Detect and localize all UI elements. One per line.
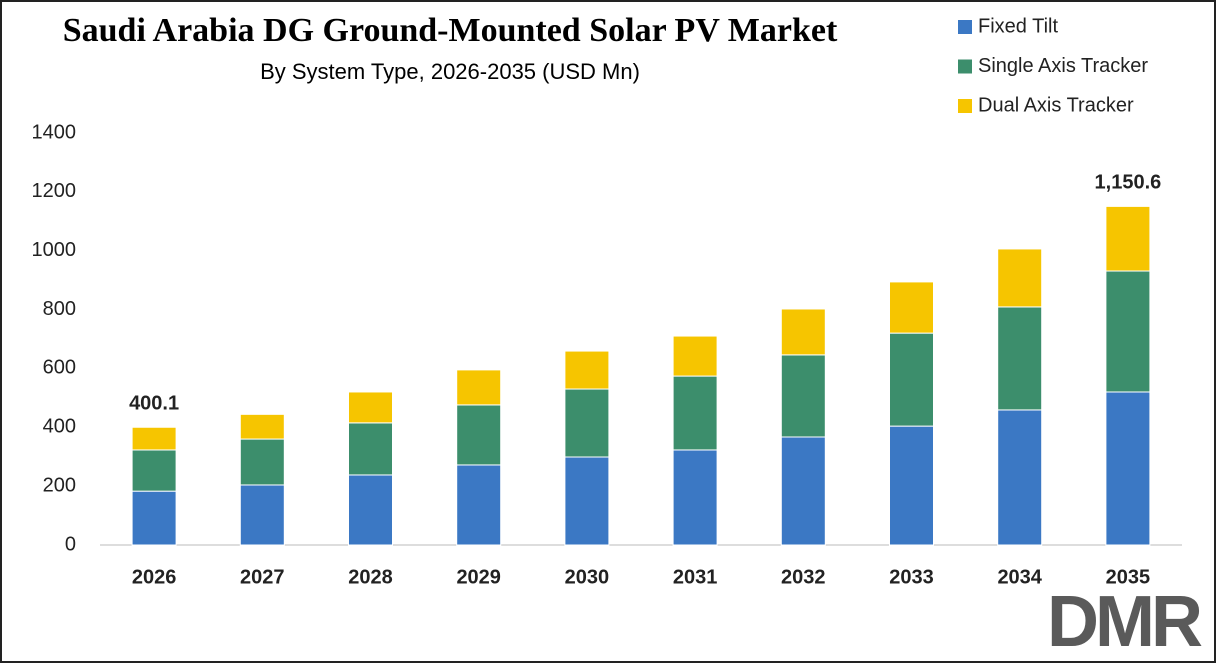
x-tick-label: 2033 xyxy=(889,566,934,588)
total-label: 1,150.6 xyxy=(1095,172,1162,194)
x-tick-label: 2028 xyxy=(348,566,393,588)
bar-segment xyxy=(456,369,502,406)
bar-segment xyxy=(997,248,1043,308)
x-tick-label: 2032 xyxy=(781,566,826,588)
bar-segment xyxy=(131,490,177,546)
legend-swatch xyxy=(958,20,972,34)
bar-segment xyxy=(239,484,285,546)
x-tick-label: 2026 xyxy=(132,566,177,588)
x-tick-label: 2029 xyxy=(456,566,501,588)
y-tick-label: 1000 xyxy=(32,239,77,261)
legend-label: Single Axis Tracker xyxy=(978,55,1148,77)
x-tick-label: 2027 xyxy=(240,566,285,588)
bar-segment xyxy=(889,332,934,427)
y-tick-label: 1200 xyxy=(32,180,77,202)
chart-title: Saudi Arabia DG Ground-Mounted Solar PV … xyxy=(63,12,838,49)
x-tick-label: 2035 xyxy=(1106,566,1151,588)
bar-segment xyxy=(456,404,502,466)
bar-segment xyxy=(348,422,393,476)
legend-swatch xyxy=(958,99,972,113)
bar-segment xyxy=(564,388,610,458)
logo-text: DMR xyxy=(1047,582,1202,662)
bar-segment xyxy=(889,281,934,334)
bar-segment xyxy=(672,335,718,377)
legend-swatch xyxy=(958,59,972,74)
y-tick-label: 0 xyxy=(65,533,76,555)
bar-segment xyxy=(1105,205,1151,272)
bar-segment xyxy=(239,413,285,440)
bar-segment xyxy=(997,409,1043,546)
bar-segment xyxy=(131,426,177,451)
bar-segment xyxy=(564,456,610,546)
x-tick-label: 2034 xyxy=(997,566,1042,588)
bar-segment xyxy=(564,350,610,390)
bar-segment xyxy=(1105,391,1151,546)
total-label: 400.1 xyxy=(129,393,179,415)
bar-segment xyxy=(889,425,934,546)
bar-segment xyxy=(780,354,826,438)
bar-segment xyxy=(456,464,502,546)
bar-segment xyxy=(780,436,826,546)
y-tick-label: 800 xyxy=(43,298,76,320)
bar-segment xyxy=(239,438,285,486)
legend-label: Fixed Tilt xyxy=(978,15,1058,37)
bar-segment xyxy=(780,308,826,356)
bar-segment xyxy=(1105,270,1151,393)
bar-segment xyxy=(672,375,718,451)
legend-label: Dual Axis Tracker xyxy=(978,94,1134,116)
bar-segment xyxy=(348,474,393,546)
bar-segment xyxy=(672,449,718,546)
bar-segment xyxy=(348,391,393,424)
x-tick-label: 2031 xyxy=(673,566,718,588)
chart-subtitle: By System Type, 2026-2035 (USD Mn) xyxy=(260,59,640,84)
y-tick-label: 200 xyxy=(43,474,76,496)
logo: DMR xyxy=(1047,582,1206,662)
bar-segment xyxy=(997,306,1043,411)
y-tick-label: 600 xyxy=(43,357,76,379)
bar-segment xyxy=(131,449,177,492)
y-tick-label: 400 xyxy=(43,416,76,438)
x-tick-label: 2030 xyxy=(565,566,610,588)
y-tick-label: 1400 xyxy=(32,121,77,143)
